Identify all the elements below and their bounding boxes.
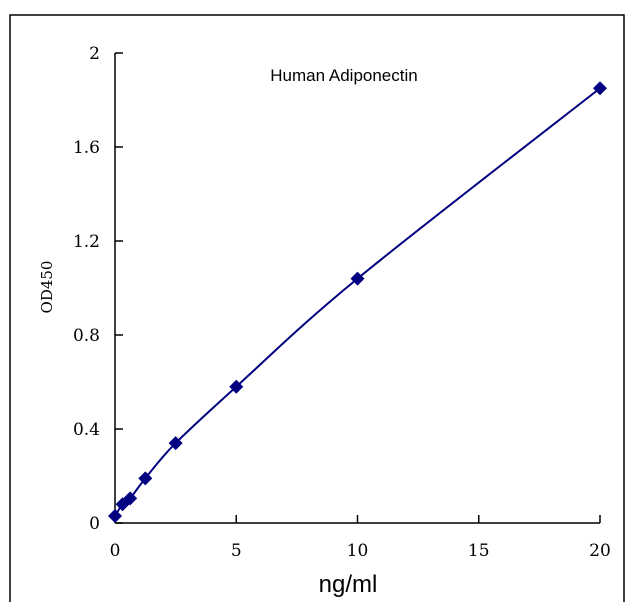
x-ticks: 0 5 10 15 20 [110, 515, 611, 561]
data-point-marker [138, 471, 153, 486]
y-axis-label: OD450 [38, 261, 56, 314]
data-point-marker [593, 81, 607, 96]
y-tick-label: 1.2 [73, 232, 100, 252]
y-tick-label: 1.6 [73, 138, 100, 158]
series-markers [108, 81, 607, 523]
x-tick-label: 20 [589, 541, 611, 561]
data-point-marker [168, 436, 183, 451]
chart-title: Human Adiponectin [270, 66, 417, 85]
x-tick-label: 0 [110, 541, 121, 561]
y-tick-label: 0 [89, 514, 100, 534]
data-point-marker [350, 271, 365, 286]
y-tick-label: 0.4 [73, 420, 100, 440]
data-point-marker [229, 379, 244, 394]
y-ticks: 0 0.4 0.8 1.2 1.6 2 [73, 44, 123, 534]
chart-border [9, 14, 625, 602]
x-axis-label: ng/ml [319, 571, 378, 598]
y-tick-label: 0.8 [73, 326, 100, 346]
x-tick-label: 5 [231, 541, 242, 561]
data-point-marker [108, 508, 122, 523]
x-tick-label: 10 [347, 541, 369, 561]
x-tick-label: 15 [468, 541, 490, 561]
y-tick-label: 2 [89, 44, 100, 64]
data-point-marker [123, 491, 138, 506]
